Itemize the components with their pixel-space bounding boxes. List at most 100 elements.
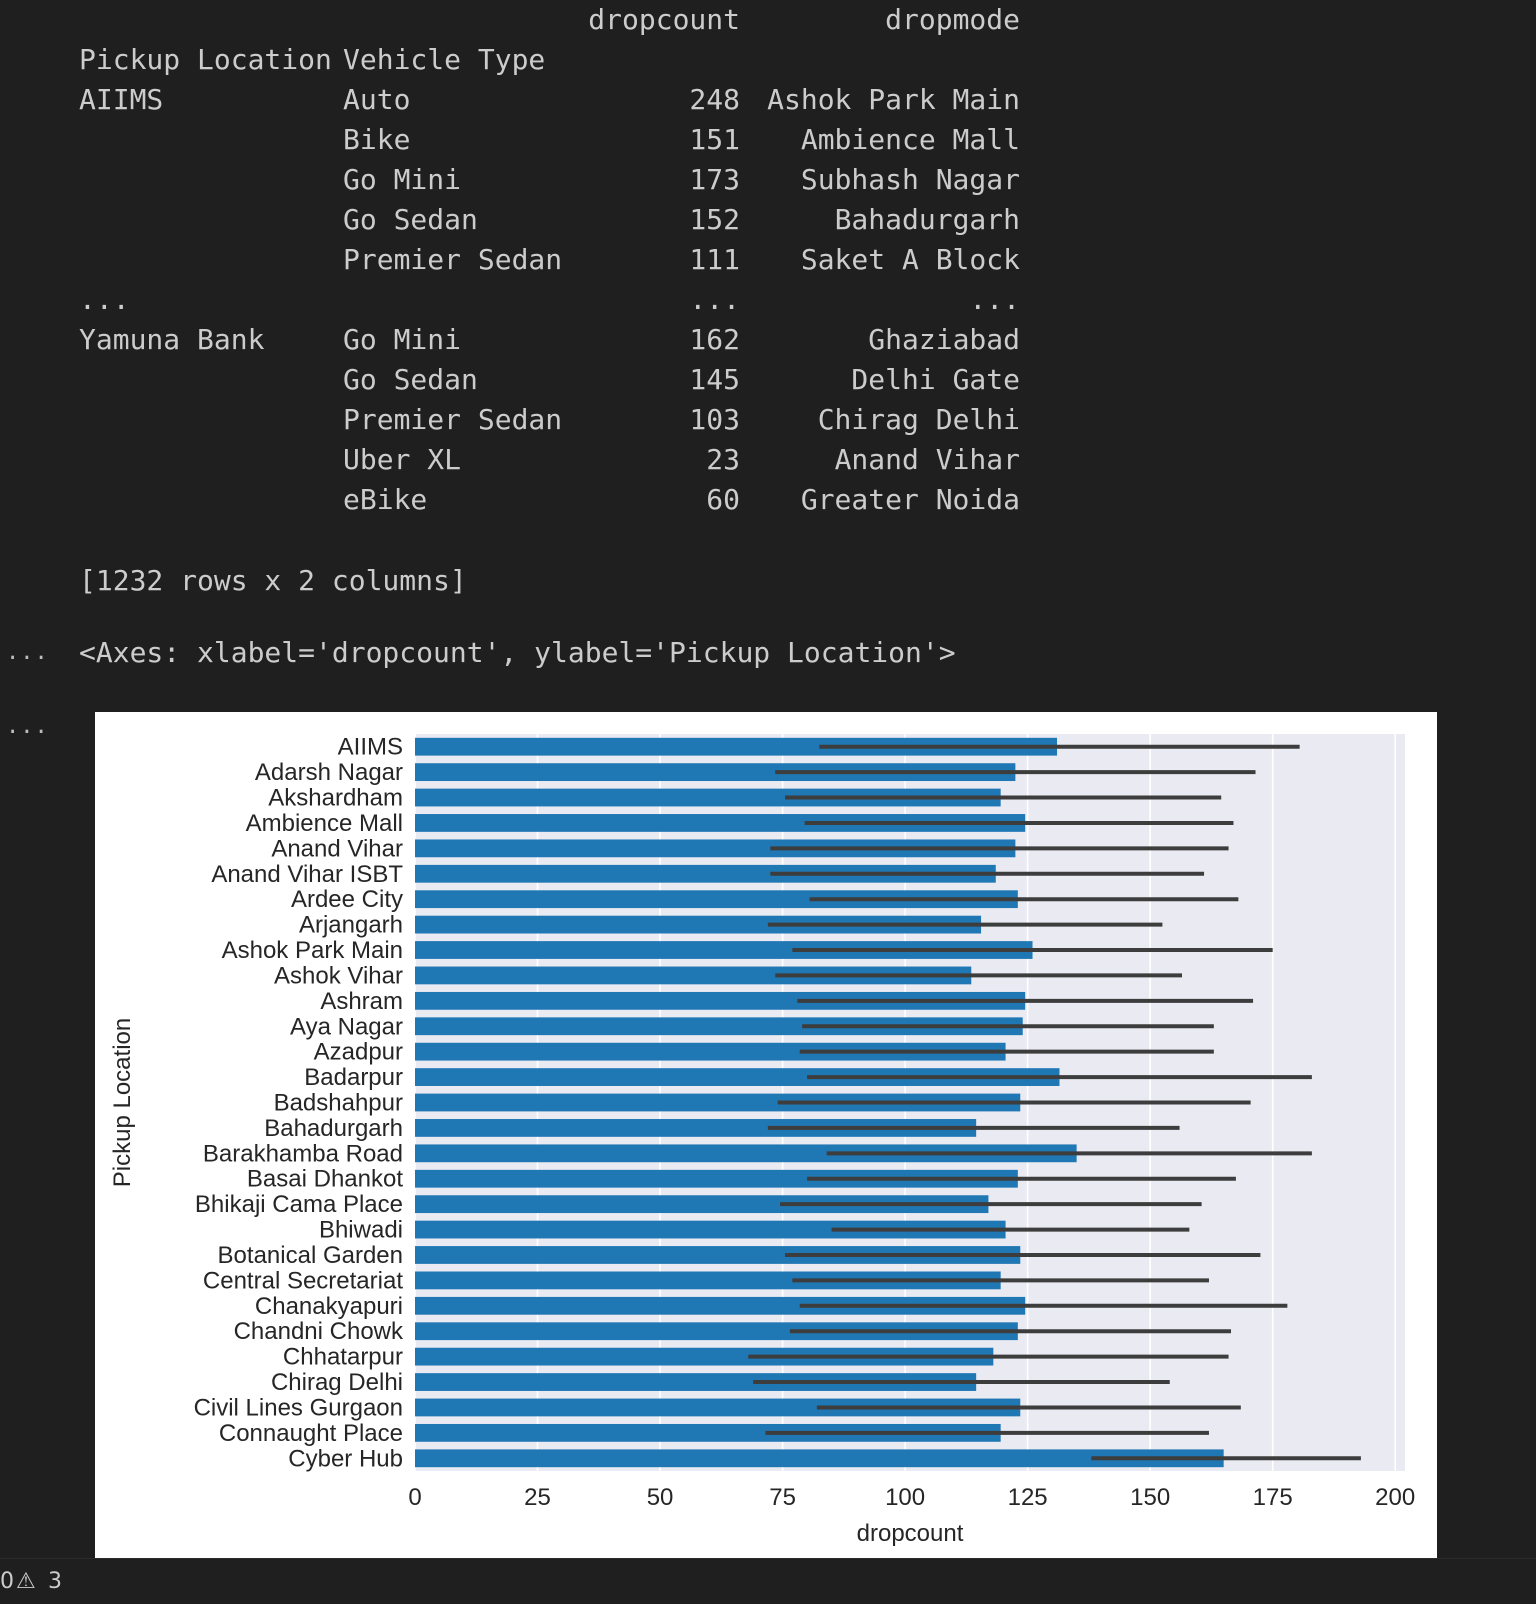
dataframe-output: dropcount dropmode Pickup Location Vehic… [0,0,1100,597]
row-dropmode: Subhash Nagar [800,163,1020,196]
bar [415,1220,1006,1239]
row-dropmode: Ashok Park Main [767,83,1020,116]
bar [415,1246,1021,1264]
bar [415,1144,1077,1163]
row-vehicle-type: Go Sedan [343,203,478,236]
y-tick-label: Chanakyapuri [255,1293,403,1320]
y-tick-label: Ambience Mall [246,810,403,837]
bar [415,1195,989,1214]
row-vehicle-type: Go Mini [343,323,462,356]
y-tick-label: Civil Lines Gurgaon [194,1394,403,1421]
bar [415,991,1026,1010]
row-pickup-location: ... [79,283,130,316]
x-tick-label: 175 [1253,1484,1293,1511]
y-tick-label: Ardee City [291,886,403,913]
row-dropcount: 151 [689,123,740,156]
index-header-pickup-location: Pickup Location [79,43,332,76]
x-tick-label: 100 [885,1484,925,1511]
y-tick-label: Badshahpur [274,1090,403,1117]
row-vehicle-type: Bike [343,123,411,156]
row-vehicle-type: Premier Sedan [343,403,563,436]
row-dropmode: Bahadurgarh [834,203,1020,236]
bar [415,737,1058,756]
row-dropcount: 145 [689,363,740,396]
row-dropmode: Greater Noida [800,483,1020,516]
warning-icon: ⚠ [16,1569,36,1594]
x-tick-label: 25 [524,1484,551,1511]
bar [415,1119,977,1137]
bar [415,1271,1001,1290]
status-bar: 0 ⚠ 3 [0,1558,1536,1604]
column-header-dropcount: dropcount [588,3,740,36]
y-tick-label: Bhikaji Cama Place [195,1191,403,1218]
y-axis-label: Pickup Location [109,1018,136,1187]
row-dropcount: 173 [689,163,740,196]
y-tick-label: Central Secretariat [203,1267,403,1294]
row-dropmode: Ambience Mall [800,123,1020,156]
y-tick-label: Chandni Chowk [234,1318,404,1345]
bar [415,890,1018,909]
y-tick-label: Badarpur [304,1064,403,1091]
bar [415,1347,994,1366]
bar [415,1042,1006,1061]
y-tick-label: Connaught Place [219,1420,403,1447]
x-tick-label: 125 [1008,1484,1048,1511]
row-dropcount: 111 [689,243,740,276]
bar [415,915,982,934]
x-axis-label: dropcount [857,1520,964,1547]
bar [415,1398,1021,1417]
y-tick-label: Bhiwadi [319,1217,403,1244]
index-header-vehicle-type: Vehicle Type [343,43,546,76]
row-vehicle-type: eBike [343,483,428,516]
y-tick-label: Basai Dhankot [247,1166,403,1193]
bar [415,1169,1018,1188]
y-tick-label: Akshardham [268,785,403,812]
status-warnings-count[interactable]: 3 [48,1569,62,1594]
row-dropcount: ... [689,283,740,316]
row-dropcount: 162 [689,323,740,356]
row-vehicle-type: Go Mini [343,163,462,196]
bar [415,1322,1018,1341]
bar [415,1373,977,1391]
y-tick-label: Cyber Hub [288,1445,403,1472]
bar [415,966,972,985]
y-tick-label: Ashram [320,988,403,1015]
bar [415,1093,1021,1112]
axes-repr-output: <Axes: xlabel='dropcount', ylabel='Picku… [79,636,956,669]
row-dropcount: 103 [689,403,740,436]
bar-chart-plot: 0 25 50 75 100 125 150 175 200 AIIMS Adarsh Nagar A… [95,712,1437,1558]
bar [415,788,1001,807]
row-dropcount: 23 [706,443,740,476]
row-pickup-location: AIIMS [79,83,164,116]
status-errors-count[interactable]: 0 [0,1569,14,1594]
y-tick-label: Ashok Vihar [274,962,403,989]
dataframe-summary: [1232 rows x 2 columns] [79,564,467,597]
column-header-dropmode: dropmode [885,3,1020,36]
row-dropcount: 60 [706,483,740,516]
y-tick-label: Barakhamba Road [203,1140,403,1167]
row-dropcount: 248 [689,83,740,116]
row-vehicle-type: Go Sedan [343,363,478,396]
x-tick-label: 75 [769,1484,796,1511]
more-actions-icon[interactable]: ... [6,640,49,665]
y-tick-label: Azadpur [314,1039,403,1066]
more-actions-icon[interactable]: ... [6,714,49,739]
row-vehicle-type: Uber XL [343,443,462,476]
x-tick-label: 200 [1375,1484,1415,1511]
row-vehicle-type: Auto [343,83,411,116]
row-dropmode: Anand Vihar [834,443,1020,476]
row-dropmode: Ghaziabad [868,323,1020,356]
bar [415,864,996,883]
y-tick-label: Chirag Delhi [271,1369,403,1396]
bar [415,839,1016,858]
y-tick-label: Botanical Garden [218,1242,403,1269]
x-tick-label: 150 [1130,1484,1170,1511]
bar [415,1449,1224,1468]
y-tick-label: Aya Nagar [290,1013,403,1040]
row-pickup-location: Yamuna Bank [79,323,265,356]
bar [415,1423,1001,1442]
bar [415,1296,1026,1315]
y-tick-label: Chhatarpur [283,1344,403,1371]
y-tick-label: Anand Vihar ISBT [211,861,403,888]
